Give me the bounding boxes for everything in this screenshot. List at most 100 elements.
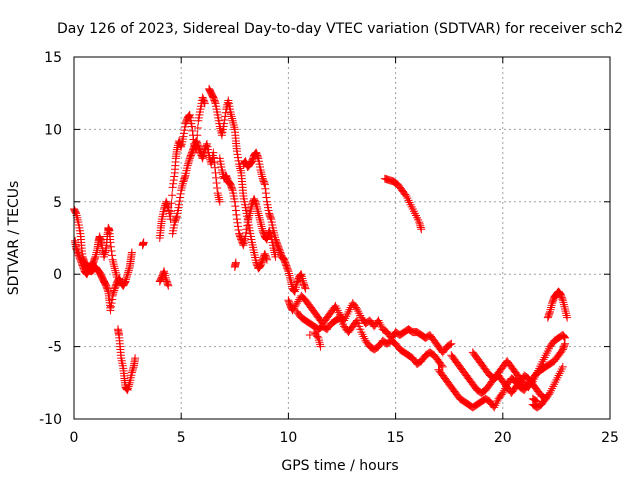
data-point-marker	[188, 126, 197, 135]
data-point-marker	[110, 262, 119, 271]
data-point-marker	[291, 300, 300, 309]
data-point-marker	[212, 178, 221, 187]
x-tick-label: 25	[601, 430, 619, 446]
data-point-marker	[214, 193, 223, 202]
data-point-marker	[71, 208, 80, 217]
data-point-marker	[283, 265, 292, 274]
data-point-marker	[334, 314, 343, 323]
data-point-marker	[560, 333, 569, 342]
series-group	[205, 84, 271, 273]
y-tick-label: 10	[44, 122, 62, 138]
data-point-marker	[228, 114, 237, 123]
data-point-marker	[131, 354, 140, 363]
data-point-marker	[123, 270, 132, 279]
data-point-marker	[92, 248, 101, 257]
data-point-marker	[179, 129, 188, 138]
data-point-marker	[187, 122, 196, 131]
data-point-marker	[164, 281, 173, 290]
data-point-marker	[221, 108, 230, 117]
series-group	[468, 331, 569, 392]
data-point-marker	[193, 123, 202, 132]
data-point-marker	[124, 268, 133, 277]
data-point-marker	[123, 272, 132, 281]
data-point-marker	[172, 213, 181, 222]
data-point-marker	[180, 126, 189, 135]
data-point-marker	[289, 304, 298, 313]
data-point-marker	[109, 288, 118, 297]
data-point-marker	[71, 207, 80, 216]
data-point-marker	[106, 242, 115, 251]
data-point-marker	[213, 184, 222, 193]
data-point-marker	[128, 366, 137, 375]
data-point-marker	[285, 271, 294, 280]
grid-layer	[74, 57, 610, 419]
data-point-marker	[232, 210, 241, 219]
data-point-marker	[200, 97, 209, 106]
data-point-marker	[254, 211, 263, 220]
data-point-marker	[532, 396, 541, 405]
data-point-marker	[290, 302, 299, 311]
data-point-marker	[541, 394, 550, 403]
data-point-marker	[110, 264, 119, 273]
data-point-marker	[176, 141, 185, 150]
data-point-marker	[112, 273, 121, 282]
data-point-marker	[106, 238, 115, 247]
data-point-marker	[170, 172, 179, 181]
data-point-marker	[106, 302, 115, 311]
data-point-marker	[167, 207, 176, 216]
data-point-marker	[262, 234, 271, 243]
data-point-marker	[256, 218, 265, 227]
data-point-marker	[547, 303, 556, 312]
data-point-marker	[257, 168, 266, 177]
data-point-marker	[215, 197, 224, 206]
data-point-marker	[168, 183, 177, 192]
data-point-marker	[180, 122, 189, 131]
y-tick-label: 15	[44, 50, 62, 66]
data-point-marker	[254, 209, 263, 218]
data-point-marker	[234, 153, 243, 162]
data-point-marker	[107, 299, 116, 308]
data-point-marker	[93, 246, 102, 255]
data-point-marker	[108, 291, 117, 300]
data-point-marker	[111, 266, 120, 275]
data-point-marker	[351, 317, 360, 326]
data-point-marker	[220, 119, 229, 128]
data-point-marker	[563, 313, 572, 322]
data-point-marker	[258, 172, 267, 181]
data-point-marker	[177, 186, 186, 195]
data-point-marker	[559, 300, 568, 309]
data-point-marker	[271, 250, 279, 259]
data-point-marker	[178, 181, 187, 190]
data-point-marker	[167, 199, 176, 208]
data-point-marker	[169, 179, 178, 188]
series-group	[292, 307, 447, 371]
data-point-marker	[253, 207, 262, 216]
data-point-marker	[406, 326, 415, 335]
data-point-marker	[183, 161, 192, 170]
data-point-marker	[125, 264, 134, 273]
data-point-marker	[176, 193, 185, 202]
data-point-marker	[296, 270, 305, 279]
data-point-marker	[123, 386, 132, 395]
data-point-marker	[231, 202, 240, 211]
data-point-marker	[558, 294, 567, 303]
data-point-marker	[416, 223, 425, 232]
y-tick-label: 0	[53, 267, 62, 283]
data-point-marker	[261, 189, 270, 198]
data-point-marker	[262, 255, 271, 264]
data-point-marker	[255, 215, 264, 224]
data-point-marker	[109, 290, 118, 299]
data-point-marker	[231, 206, 240, 215]
data-point-marker	[316, 340, 325, 349]
series-group	[71, 223, 121, 282]
y-axis-label: SDTVAR / TECUs	[6, 181, 22, 296]
data-point-marker	[234, 222, 243, 231]
data-point-marker	[255, 213, 264, 222]
data-point-marker	[177, 184, 186, 193]
data-point-marker	[257, 170, 266, 179]
data-point-marker	[333, 315, 342, 324]
data-point-marker	[124, 382, 133, 391]
data-point-marker	[209, 148, 218, 157]
data-point-marker	[415, 218, 424, 227]
